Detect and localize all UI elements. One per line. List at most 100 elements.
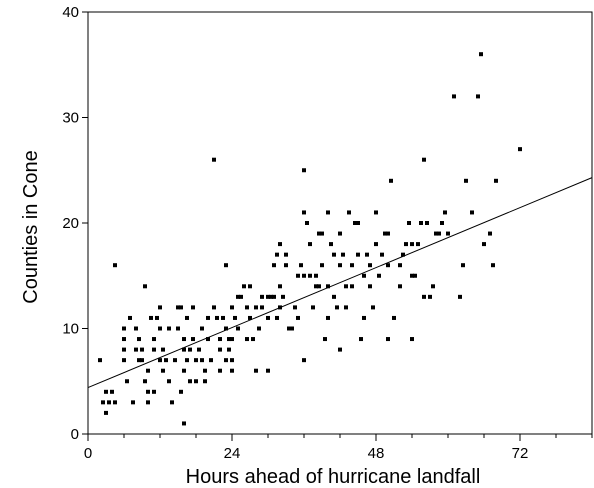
data-point: [275, 252, 279, 257]
y-tick-label: 20: [62, 215, 79, 232]
data-point: [179, 389, 183, 394]
data-point: [266, 294, 270, 299]
data-point: [203, 379, 207, 384]
data-point: [341, 252, 345, 257]
data-point: [371, 305, 375, 310]
data-point: [278, 284, 282, 289]
data-point: [185, 315, 189, 320]
data-point: [206, 315, 210, 320]
data-point: [299, 263, 303, 268]
data-point: [470, 210, 474, 215]
data-point: [347, 210, 351, 215]
data-point: [302, 273, 306, 278]
x-tick-label: 0: [84, 445, 92, 462]
data-point: [353, 221, 357, 225]
data-point: [248, 315, 252, 320]
y-tick-label: 30: [62, 110, 79, 127]
data-point: [494, 178, 498, 183]
data-point: [422, 157, 426, 162]
data-point: [134, 326, 138, 331]
data-point: [410, 337, 414, 342]
data-point: [104, 389, 108, 394]
data-point: [212, 157, 216, 162]
data-point: [302, 358, 306, 363]
data-point: [434, 231, 438, 236]
data-point: [389, 178, 393, 183]
data-point: [296, 273, 300, 278]
x-tick-label: 24: [224, 445, 241, 462]
data-point: [200, 326, 204, 331]
data-point: [167, 326, 171, 331]
data-point: [167, 379, 171, 384]
data-point: [209, 358, 213, 363]
data-point: [164, 358, 168, 363]
data-point: [308, 273, 312, 278]
data-point: [482, 242, 486, 247]
data-point: [200, 358, 204, 363]
data-point: [107, 400, 111, 405]
data-point: [158, 358, 162, 363]
data-point: [224, 326, 228, 331]
data-point: [101, 400, 105, 405]
data-point: [365, 252, 369, 257]
data-point: [227, 347, 231, 352]
data-point: [320, 231, 324, 236]
data-point: [128, 315, 132, 320]
data-point: [98, 358, 102, 363]
data-point: [266, 368, 270, 373]
data-point: [374, 210, 378, 215]
data-point: [155, 315, 159, 320]
data-point: [254, 368, 258, 373]
data-point: [194, 358, 198, 363]
data-point: [338, 231, 342, 236]
data-point: [464, 178, 468, 183]
data-point: [278, 242, 282, 247]
data-point: [479, 52, 483, 57]
data-point: [245, 305, 249, 310]
data-point: [452, 94, 456, 99]
data-point: [374, 242, 378, 247]
data-point: [335, 305, 339, 310]
data-point: [224, 358, 228, 363]
data-point: [227, 337, 231, 342]
data-point: [410, 273, 414, 278]
data-point: [293, 305, 297, 310]
data-point: [260, 294, 264, 299]
data-point: [149, 315, 153, 320]
data-point: [203, 368, 207, 373]
data-point: [140, 347, 144, 352]
data-point: [113, 400, 117, 405]
data-point: [158, 305, 162, 310]
data-point: [278, 305, 282, 310]
data-point: [110, 389, 114, 394]
data-point: [218, 347, 222, 352]
data-point: [251, 337, 255, 342]
trend-line: [87, 177, 593, 389]
data-point: [230, 358, 234, 363]
data-point: [194, 379, 198, 384]
data-point: [368, 284, 372, 289]
data-point: [260, 305, 264, 310]
data-point: [266, 315, 270, 320]
data-point: [140, 358, 144, 363]
data-point: [320, 263, 324, 268]
data-point: [386, 231, 390, 236]
data-point: [440, 221, 444, 225]
data-point: [314, 284, 318, 289]
data-point: [182, 368, 186, 373]
data-point: [215, 315, 219, 320]
data-point: [386, 337, 390, 342]
data-point: [362, 273, 366, 278]
data-point: [488, 231, 492, 236]
data-point: [161, 347, 165, 352]
data-point: [113, 263, 117, 268]
data-point: [257, 326, 261, 331]
data-point: [179, 305, 183, 310]
data-point: [311, 305, 315, 310]
data-point: [191, 337, 195, 342]
data-point: [146, 389, 150, 394]
data-point: [302, 210, 306, 215]
data-point: [197, 347, 201, 352]
data-point: [380, 252, 384, 257]
